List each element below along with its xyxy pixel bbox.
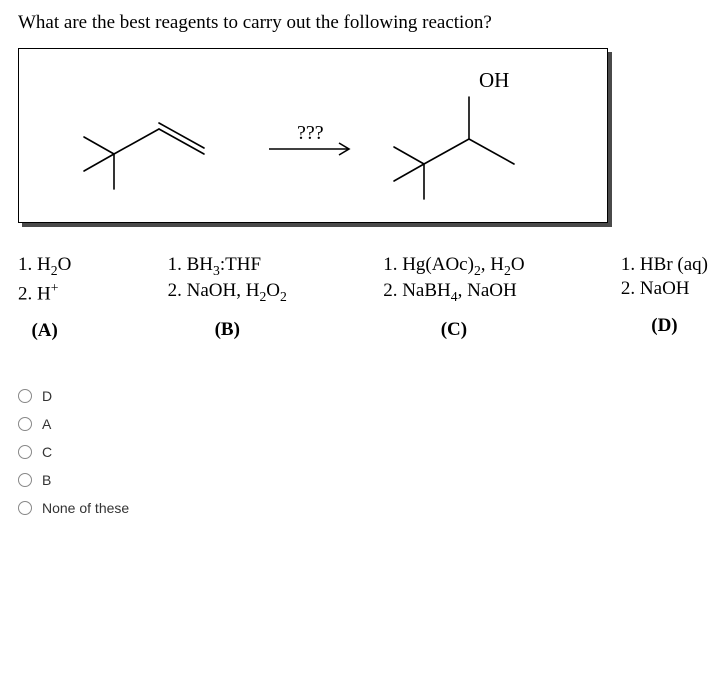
option-a-letter: (A) [18, 320, 71, 342]
answer-list: D A C B None of these [18, 382, 706, 522]
option-a-line1: 1. H2O [18, 253, 71, 279]
answer-label: B [42, 472, 51, 488]
answer-label: A [42, 416, 51, 432]
option-c-line1: 1. Hg(AOc)2, H2O [383, 253, 524, 279]
option-b-line1: 1. BH3:THF [168, 253, 287, 279]
radio-icon [18, 389, 32, 403]
radio-icon [18, 473, 32, 487]
reaction-figure: ??? OH [18, 48, 608, 223]
answer-choice-b[interactable]: B [18, 466, 706, 494]
reagent-options: 1. H2O 2. H+ (A) 1. BH3:THF 2. NaOH, H2O… [18, 253, 708, 342]
option-d-line1: 1. HBr (aq) [621, 253, 708, 277]
radio-icon [18, 417, 32, 431]
arrow-label: ??? [297, 122, 324, 144]
option-c-line2: 2. NaBH4, NaOH [383, 279, 524, 305]
answer-choice-d[interactable]: D [18, 382, 706, 410]
option-c-letter: (C) [383, 319, 524, 341]
option-d: 1. HBr (aq) 2. NaOH (D) [621, 253, 708, 342]
option-c: 1. Hg(AOc)2, H2O 2. NaBH4, NaOH (C) [383, 253, 524, 342]
option-a: 1. H2O 2. H+ (A) [18, 253, 71, 342]
answer-choice-a[interactable]: A [18, 410, 706, 438]
answer-label: C [42, 444, 52, 460]
radio-icon [18, 445, 32, 459]
answer-choice-none[interactable]: None of these [18, 494, 706, 522]
option-d-letter: (D) [621, 315, 708, 337]
answer-label: D [42, 388, 52, 404]
option-b: 1. BH3:THF 2. NaOH, H2O2 (B) [168, 253, 287, 342]
question-text: What are the best reagents to carry out … [18, 12, 706, 34]
answer-label: None of these [42, 500, 129, 516]
oh-label: OH [479, 68, 509, 92]
option-d-line2: 2. NaOH [621, 277, 708, 301]
option-b-letter: (B) [168, 319, 287, 341]
answer-choice-c[interactable]: C [18, 438, 706, 466]
radio-icon [18, 501, 32, 515]
option-a-line2: 2. H+ [18, 279, 71, 306]
option-b-line2: 2. NaOH, H2O2 [168, 279, 287, 305]
